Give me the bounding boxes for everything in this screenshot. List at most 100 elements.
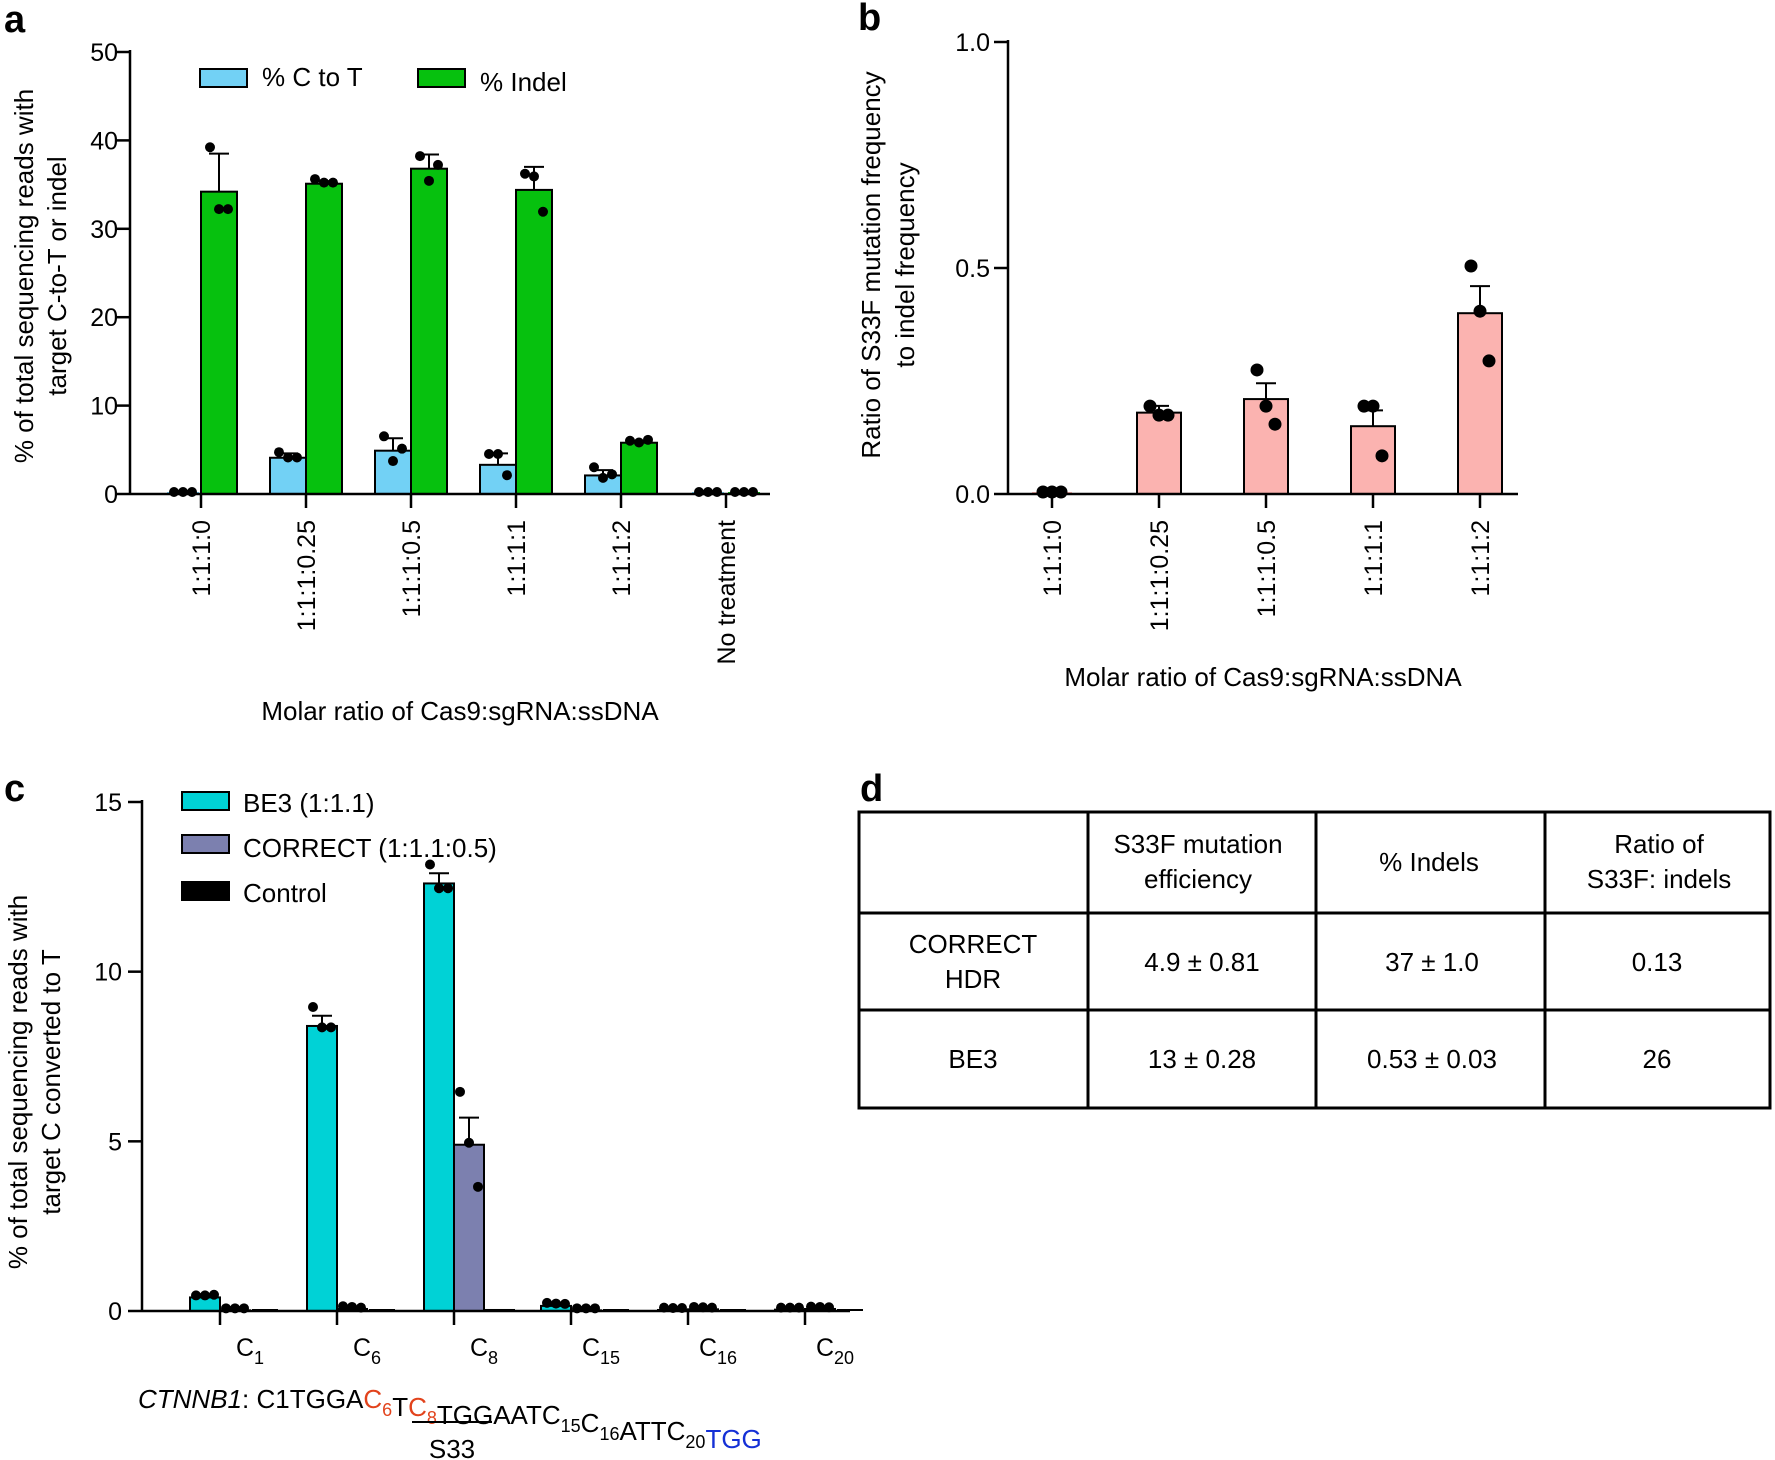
sequence-subscript: 15 [561, 1416, 581, 1436]
panel-b-chart: 0.0 0.5 1.0 1:1:1:0 1:1:1:0.25 1:1:1:0.5 1:1:1… [856, 29, 1518, 692]
legend-label-control: Control [243, 878, 327, 908]
y-tick-label: 0 [104, 481, 118, 509]
y-tick-label: 15 [94, 789, 122, 817]
legend-label-c-to-t: % C to T [262, 62, 363, 92]
x-tick-label: 1:1:1:0.5 [1253, 520, 1281, 617]
bar [410, 167, 448, 496]
data-point [598, 472, 608, 483]
x-tick-label: 1:1:1:1 [1360, 520, 1388, 596]
table-row-label: CORRECT [909, 929, 1038, 959]
data-point [473, 1181, 483, 1192]
bar [515, 188, 553, 496]
data-point [1375, 449, 1389, 463]
data-point [338, 1301, 348, 1312]
bar [269, 456, 307, 496]
gene-colon: : [242, 1384, 249, 1414]
data-point [589, 462, 599, 473]
bar [305, 182, 343, 495]
data-point [214, 204, 224, 215]
data-point [347, 1301, 357, 1312]
data-point [191, 1290, 201, 1301]
panel-d-table: S33F mutation efficiency % Indels Ratio … [857, 810, 1772, 1110]
data-point [169, 487, 179, 497]
data-point [1464, 259, 1478, 273]
data-point [1054, 485, 1068, 499]
legend-swatch-control [181, 881, 230, 901]
sequence-subscript: 8 [427, 1408, 437, 1428]
data-point [388, 456, 398, 467]
data-point [283, 452, 293, 463]
panel-letter-b: b [858, 0, 881, 39]
data-point [538, 206, 548, 217]
panel-a-y-axis-title-line1: % of total sequencing reads with [9, 89, 39, 463]
x-tick-label: C8 [470, 1334, 498, 1368]
sequence-bases: C1TGGAC6TC8TGGAATC15C16ATTC20TGG [249, 1384, 762, 1454]
sequence-line: CTNNB1: C1TGGAC6TC8TGGAATC15C16ATTC20TGG [138, 1384, 762, 1454]
sequence-base: C [581, 1408, 600, 1438]
x-tick-label: 1:1:1:1 [503, 520, 531, 596]
y-tick-label: 0.0 [955, 481, 990, 509]
x-tick-label: 1:1:1:2 [1467, 520, 1495, 596]
x-tick-label: C15 [582, 1334, 620, 1368]
x-tick-label: 1:1:1:0.25 [293, 520, 321, 631]
data-point [292, 452, 302, 463]
sequence-base: ATTC [619, 1416, 685, 1446]
data-point [1152, 408, 1166, 422]
data-point [607, 469, 617, 480]
table-cell: 0.13 [1632, 947, 1683, 977]
data-point [415, 151, 425, 162]
sequence-subscript: 6 [382, 1400, 392, 1420]
data-point [397, 443, 407, 454]
data-point [223, 204, 233, 215]
y-tick-label: 20 [90, 304, 118, 332]
sequence-base: C [408, 1392, 427, 1422]
data-point [455, 1086, 465, 1097]
table-header-cell: S33F mutation [1113, 829, 1282, 859]
panel-c-y-axis-title-line2: target C converted to T [36, 949, 66, 1215]
x-tick-label: 1:1:1:0.25 [1146, 520, 1174, 631]
y-tick-label: 30 [90, 216, 118, 244]
panel-a-y-axis-title-line2: target C-to-T or indel [42, 156, 72, 395]
sequence-base: C [363, 1384, 382, 1414]
legend-swatch-be3 [181, 791, 230, 811]
x-tick-label: C16 [699, 1334, 737, 1368]
legend-swatch-indel [417, 68, 466, 88]
data-point [209, 1289, 219, 1300]
data-point [178, 487, 188, 497]
data-point [464, 1137, 474, 1148]
x-tick-label: C20 [816, 1334, 854, 1368]
panel-a-axes: 0 10 20 30 40 50 1:1:1:0 1:1:1:0.25 1:1:1:0.5 1:1… [90, 39, 770, 665]
table-cell: 13 ± 0.28 [1148, 1044, 1256, 1074]
panel-letter-c: c [4, 768, 25, 810]
data-point [434, 883, 444, 894]
data-point [502, 470, 512, 481]
legend-swatch-correct [181, 834, 230, 854]
panel-b-axes: 0.0 0.5 1.0 1:1:1:0 1:1:1:0.25 1:1:1:0.5 1:1:1… [955, 29, 1518, 631]
panel-c-plot-area [189, 859, 863, 1314]
x-tick-label: No treatment [713, 520, 741, 665]
bar [423, 882, 455, 1312]
data-point [310, 174, 320, 185]
data-point [1143, 399, 1157, 413]
data-point [1250, 363, 1264, 377]
table-cell: 0.53 ± 0.03 [1367, 1044, 1497, 1074]
bar [453, 1143, 485, 1313]
y-tick-label: 5 [108, 1128, 122, 1156]
legend-swatch-c-to-t [199, 68, 248, 88]
data-point [379, 431, 389, 442]
data-point [712, 487, 722, 497]
legend-label-correct: CORRECT (1:1.1:0.5) [243, 833, 497, 863]
bar [1243, 398, 1289, 495]
bar [620, 441, 658, 495]
data-point [806, 1301, 816, 1312]
sequence-subscript: 16 [599, 1424, 619, 1444]
y-tick-label: 40 [90, 127, 118, 155]
y-tick-label: 0 [108, 1298, 122, 1326]
y-tick-label: 10 [90, 393, 118, 421]
data-point [443, 883, 453, 894]
table-cell: 4.9 ± 0.81 [1144, 947, 1259, 977]
sequence-base: TGGAATC [437, 1400, 561, 1430]
data-point [328, 177, 338, 188]
data-point [317, 1022, 327, 1033]
panel-letter-a: a [4, 0, 26, 41]
